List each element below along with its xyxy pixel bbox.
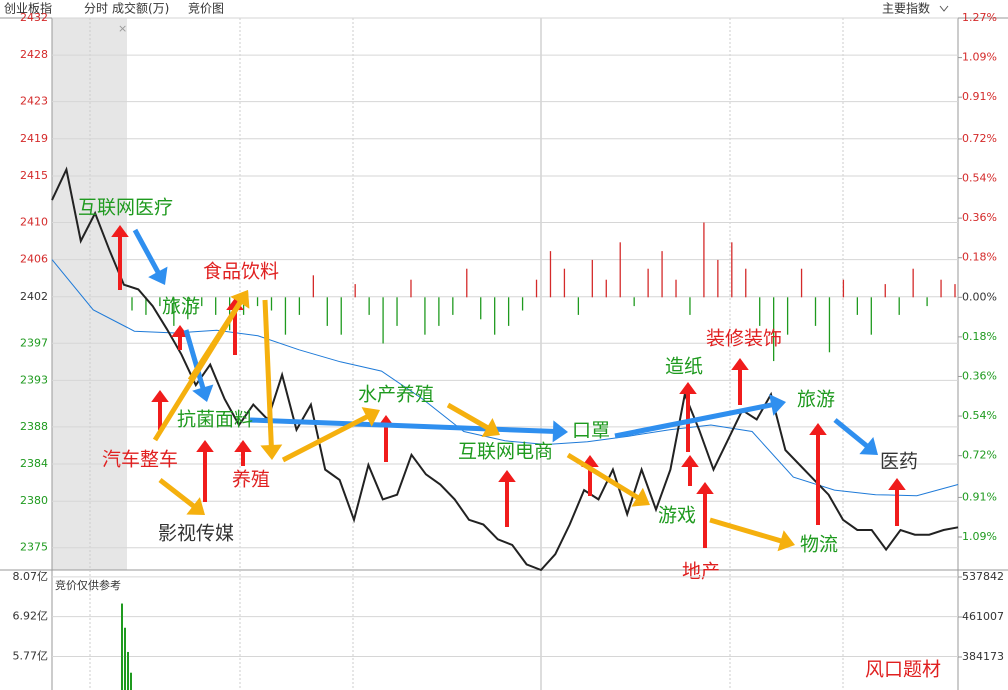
y-tick-label: 2415 [20,169,48,182]
y-tick-label: 2432 [20,11,48,24]
arrow [696,482,714,548]
annotation: 造纸 [665,356,703,378]
annotation: 旅游 [162,296,200,318]
index-name: 创业板指 [4,1,52,16]
annotation: 物流 [800,534,838,556]
arrow [281,407,380,463]
tab[interactable]: 分时 [84,2,108,16]
y-tick-label: 6.92亿 [13,610,49,623]
y2-tick-label: 0.54% [962,172,997,185]
arrow [731,358,749,405]
annotation: 水产养殖 [358,384,434,406]
y2-tick-label: 0.91% [962,90,997,103]
annotation: 养殖 [232,469,270,491]
y-tick-label: 8.07亿 [13,570,49,583]
annotation: 游戏 [658,505,696,527]
y-tick-label: 2384 [20,457,48,470]
annotation: 旅游 [797,389,835,411]
y-tick-label: 2393 [20,373,48,386]
annotation: 互联网医疗 [78,197,173,219]
annotation: 医药 [880,451,918,473]
y2-tick-label: 0.18% [962,251,997,264]
y-tick-label: 2406 [20,253,48,266]
arrow [132,228,168,285]
y-tick-label: 2380 [20,494,48,507]
annotation: 互联网电商 [458,441,553,463]
menu-caret [939,5,949,12]
volume-bar [124,627,126,690]
y-tick-label: 2423 [20,95,48,108]
arrow [187,290,250,382]
arrow [226,298,244,355]
arrow [709,517,795,552]
tab[interactable]: 竞价图 [188,2,224,16]
arrow [679,382,697,452]
close-icon[interactable]: × [118,22,127,35]
annotation: 食品饮料 [203,261,279,283]
arrow [681,455,699,486]
arrow [809,423,827,525]
y-tick-label: 2402 [20,290,48,303]
arrow [566,452,650,507]
y-tick-label: 2428 [20,48,48,61]
arrow [249,417,568,443]
arrow [196,440,214,502]
arrow [498,470,516,527]
y-tick-label: 2375 [20,541,48,554]
price-line [51,259,959,497]
y-tick-label: 2419 [20,132,48,145]
y2-tick-label: 0.00% [962,290,997,303]
y-tick-label: 2397 [20,336,48,349]
menu[interactable]: 主要指数 [882,1,930,16]
arrow [260,299,283,460]
y2-tick-label: 0.72% [962,449,997,462]
annotation: 抗菌面料 [177,409,253,431]
annotation: 地产 [682,561,720,583]
y2-tick-label: 0.91% [962,490,997,503]
volume-bar [130,672,132,690]
arrow [234,440,252,466]
y2-tick-label: 0.36% [962,369,997,382]
volume-bar [121,603,123,690]
annotation: 影视传媒 [158,523,234,545]
y2-tick-label: 0.72% [962,132,997,145]
arrow [833,418,878,455]
y2-tick-label: 1.27% [962,11,997,24]
y-tick-label: 2388 [20,420,48,433]
annotation: 汽车整车 [102,449,178,471]
y2-tick-label: 1.09% [962,51,997,64]
arrow [158,478,205,515]
arrow [111,225,129,290]
y2-tick-label: 461007 [962,610,1004,623]
y-tick-label: 2410 [20,215,48,228]
y2-tick-label: 0.54% [962,409,997,422]
arrow [888,478,906,526]
y2-tick-label: 1.09% [962,530,997,543]
y2-tick-label: 537842 [962,570,1004,583]
price-line [51,166,959,572]
y2-tick-label: 0.36% [962,211,997,224]
annotation: 风口题材 [865,659,941,681]
y2-tick-label: 384173 [962,650,1004,663]
tab[interactable]: 成交额(万) [112,1,169,16]
arrow [446,402,500,437]
arrow [614,394,786,439]
annotation: 装修装饰 [706,328,782,350]
y2-tick-label: 0.18% [962,330,997,343]
volume-bar [127,651,129,690]
y-tick-label: 5.77亿 [13,649,49,662]
vertical-grid [89,18,844,690]
annotation: 口罩 [572,420,610,442]
arrow [151,390,169,430]
panel-title: 竞价仅供参考 [55,578,121,592]
